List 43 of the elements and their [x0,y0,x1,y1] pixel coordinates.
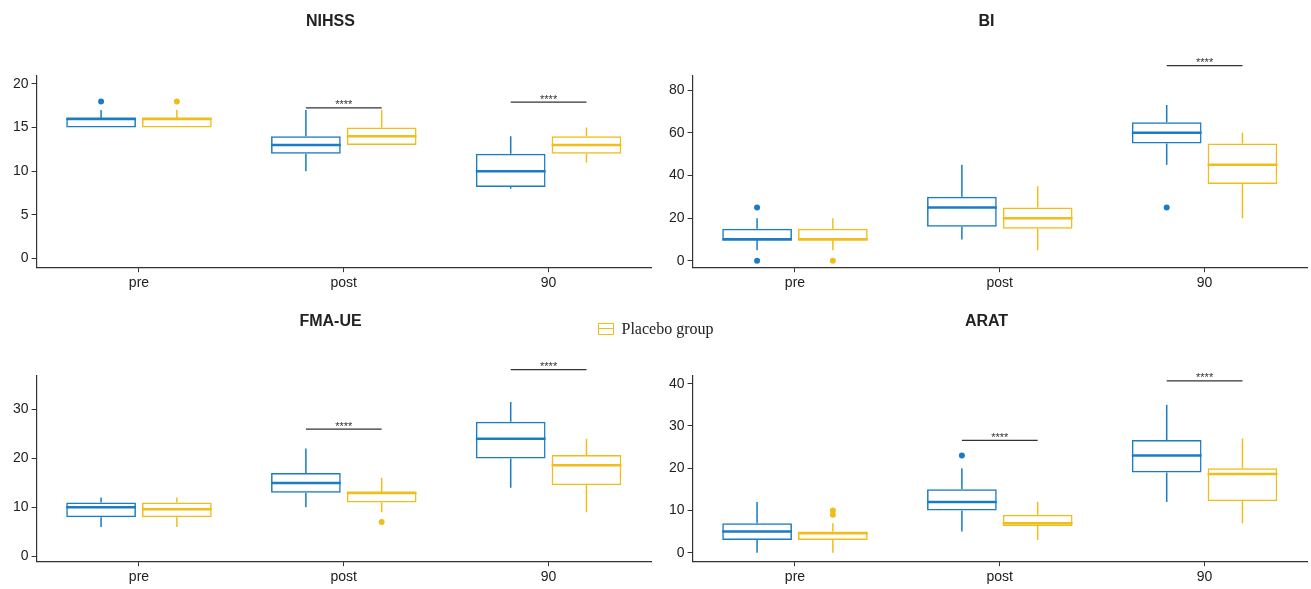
annotation: **** [1196,371,1214,384]
x-tick-label: 90 [540,274,557,291]
y-tick-label: 80 [668,80,685,97]
y-tick-label: 5 [20,205,29,222]
chart-title: FMA-UE [299,312,362,330]
text: **** [1196,56,1214,69]
legend-label: Placebo group [621,320,714,338]
y-tick-label: 40 [668,166,685,183]
y-tick-label: 40 [668,374,685,391]
x-tick-label: pre [128,568,150,585]
y-tick-label: 0 [676,543,685,560]
y-tick-label: 10 [12,498,29,515]
x-tick-label: post [330,274,358,291]
y-tick-label: 20 [12,449,29,466]
chart-title: ARAT [964,312,1009,330]
y-tick-label: 20 [668,459,685,476]
annotation: **** [335,98,354,111]
x-tick-label: pre [784,568,806,585]
x-tick-label: post [986,568,1014,585]
y-tick-label: 15 [12,118,29,135]
x-tick-label: post [986,274,1014,291]
x-tick-label: post [330,568,358,585]
y-tick-label: 0 [676,251,685,268]
y-tick-label: 10 [668,501,685,518]
x-tick-label: 90 [540,568,557,585]
chart-title: BI [978,12,995,30]
x-tick-label: 90 [1196,274,1213,291]
y-tick-label: 60 [668,123,685,140]
y-tick-label: 20 [668,208,685,225]
y-tick-label: 20 [12,74,29,91]
annotation: **** [540,92,558,105]
y-tick-label: 30 [12,400,29,417]
annotation: **** [335,419,354,432]
text: **** [540,360,558,373]
annotation: **** [991,430,1010,443]
x-tick-label: 90 [1196,568,1213,585]
y-tick-label: 10 [12,162,29,179]
y-tick-label: 30 [668,416,685,433]
x-tick-label: pre [784,274,806,291]
y-tick-label: 0 [20,249,29,266]
y-tick-label: 0 [20,547,29,564]
chart-title: NIHSS [306,12,356,30]
x-tick-label: pre [128,274,150,291]
